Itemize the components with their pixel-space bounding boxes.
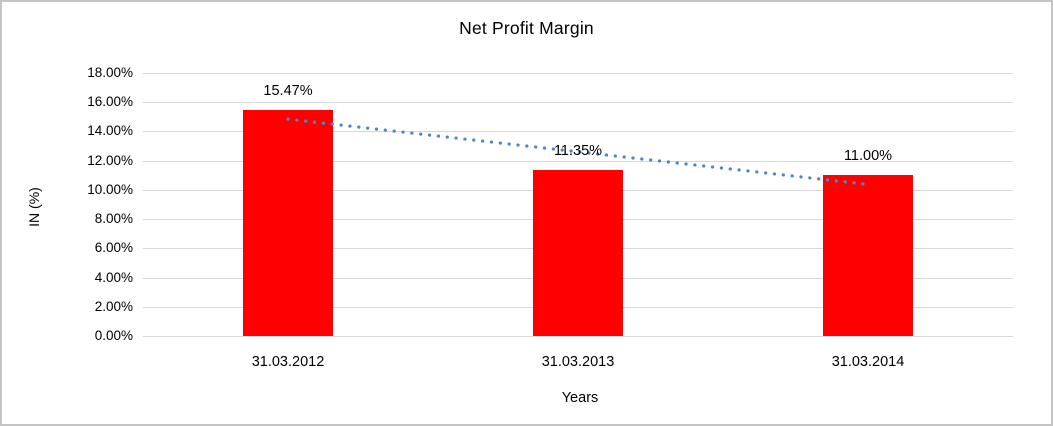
y-tick-label: 8.00% <box>94 211 133 227</box>
gridline <box>143 73 1013 74</box>
y-tick-label: 2.00% <box>94 298 133 314</box>
y-tick-label: 10.00% <box>87 181 133 197</box>
bar <box>533 170 623 336</box>
y-tick-label: 16.00% <box>87 94 133 110</box>
bar <box>823 175 913 336</box>
bar-value-label: 15.47% <box>263 82 313 99</box>
y-tick-label: 14.00% <box>87 123 133 139</box>
gridline <box>143 102 1013 104</box>
y-tick-label: 6.00% <box>94 240 133 256</box>
y-tick-label: 0.00% <box>94 328 133 343</box>
x-axis-title: Years <box>561 390 599 406</box>
y-tick-label: 4.00% <box>94 269 133 285</box>
x-tick-label: 31.03.2012 <box>251 354 325 370</box>
bar <box>243 109 333 336</box>
bar-value-label: 11.35% <box>553 143 603 160</box>
bar-value-label: 11.00% <box>843 148 893 165</box>
gridline <box>143 336 1013 337</box>
y-tick-label: 18.00% <box>87 65 133 80</box>
x-tick-label: 31.03.2013 <box>541 354 615 370</box>
x-tick-label: 31.03.2014 <box>831 354 905 370</box>
y-tick-label: 12.00% <box>87 152 133 168</box>
chart-title: Net Profit Margin <box>459 18 594 38</box>
